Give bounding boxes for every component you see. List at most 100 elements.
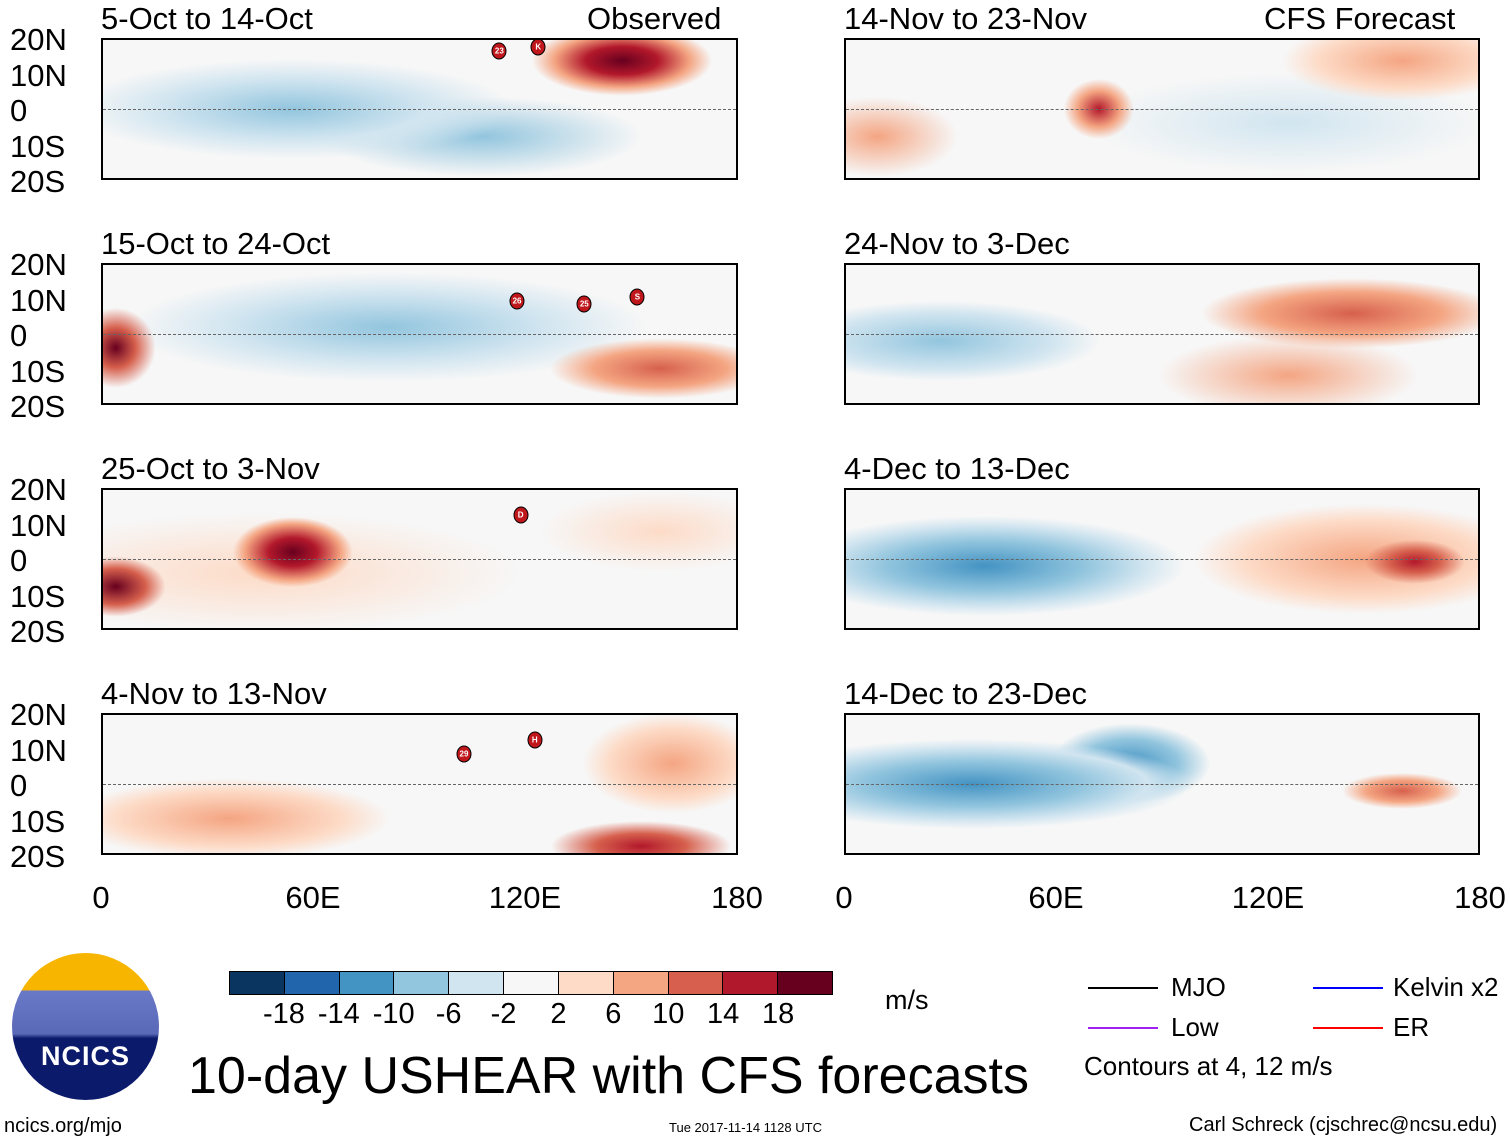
equator-line [846,559,1478,560]
colorbar-swatch [394,972,450,994]
legend-low: Low [1171,1012,1219,1042]
equator-line [103,784,736,785]
colorbar-label: 14 [707,998,740,1030]
map-panel [844,263,1480,405]
lat-label: 10S [10,578,66,614]
equator-line [103,334,736,335]
map-panel [844,713,1480,855]
map-panel: 26 25 S [101,263,738,405]
map-panel: 23 K [101,38,738,180]
lon-label: 60E [285,880,341,915]
legend-low-line [1088,1027,1158,1029]
contour-note: Contours at 4, 12 m/s [1084,1051,1333,1081]
legend-er-line [1313,1027,1383,1029]
colorbar-label: -6 [435,998,462,1030]
storm-marker: 26 [509,292,525,309]
storm-marker: 23 [491,42,507,60]
lat-label: 0 [10,318,28,353]
lat-label: 0 [10,93,28,128]
figure-title: 10-day USHEAR with CFS forecasts [188,1047,1029,1105]
units-label: m/s [885,985,929,1015]
equator-line [846,109,1478,110]
legend-mjo: MJO [1171,972,1226,1002]
lat-label: 20N [10,697,67,732]
storm-marker: D [513,506,529,524]
colorbar-swatch [723,972,779,994]
storm-marker: 25 [576,295,592,313]
panel-title: 14-Dec to 23-Dec [844,676,1087,711]
legend-mjo-line [1088,987,1158,989]
equator-line [846,784,1478,785]
lon-label: 0 [92,880,110,915]
colorbar-swatch [778,972,832,994]
lon-label: 180 [711,880,763,915]
colorbar-swatch [339,972,395,994]
colorbar-label: -18 [262,998,305,1030]
lon-label: 120E [488,880,562,915]
panel-title: 14-Nov to 23-Nov [844,1,1087,36]
colorbar-label: -2 [490,998,517,1030]
lat-label: 20N [10,22,67,57]
observed-label: Observed [587,1,722,36]
lat-label: 10N [10,57,67,93]
colorbar-label: -14 [317,998,360,1030]
panel-title: 25-Oct to 3-Nov [101,451,320,486]
timestamp: Tue 2017-11-14 1128 UTC [669,1120,822,1135]
lon-label: 180 [1454,880,1506,915]
lat-label: 10N [10,282,67,318]
storm-marker: H [527,731,543,749]
equator-line [103,109,736,110]
lat-label: 10N [10,732,67,768]
colorbar [229,971,833,995]
legend-kelvin: Kelvin x2 [1393,972,1499,1002]
storm-marker: K [530,40,546,56]
lat-label: 10S [10,128,66,164]
colorbar-swatch [613,972,669,994]
colorbar-label: 10 [652,998,685,1030]
legend-kelvin-line [1313,987,1383,989]
panel-title: 24-Nov to 3-Dec [844,226,1070,261]
colorbar-swatch [284,972,340,994]
panel-title: 5-Oct to 14-Oct [101,1,313,36]
lon-label: 120E [1231,880,1305,915]
colorbar-swatch [558,972,614,994]
storm-marker: S [629,288,645,306]
author-credit: Carl Schreck (cjschrec@ncsu.edu) [1189,1114,1498,1136]
colorbar-swatch [668,972,724,994]
forecast-label: CFS Forecast [1264,1,1456,36]
lat-label: 20N [10,472,67,507]
lat-label: 10S [10,803,66,839]
colorbar-swatch [504,972,559,994]
website-link[interactable]: ncics.org/mjo [4,1115,122,1137]
map-panel: D [101,488,738,630]
lat-label: 0 [10,543,28,578]
equator-line [103,559,736,560]
panel-title: 4-Nov to 13-Nov [101,676,327,711]
lat-label: 10N [10,507,67,543]
equator-line [846,334,1478,335]
map-panel: 29 H [101,713,738,855]
map-panel [844,38,1480,180]
panel-title: 15-Oct to 24-Oct [101,226,331,261]
lat-label: 20N [10,247,67,282]
legend-er: ER [1393,1012,1430,1042]
logo-text: NCICS [40,1041,130,1071]
storm-marker: 29 [456,745,472,763]
colorbar-label: 6 [605,998,622,1030]
lat-label: 10S [10,353,66,389]
ncics-logo: NCICS [12,953,159,1100]
lat-label: 20S [10,389,66,424]
colorbar-swatch [230,972,285,994]
lat-label: 20S [10,164,66,199]
colorbar-label: -10 [372,998,415,1030]
lat-label: 20S [10,839,66,874]
lat-label: 0 [10,768,28,803]
colorbar-label: 18 [761,998,795,1030]
colorbar-swatch [449,972,505,994]
lon-label: 60E [1028,880,1084,915]
map-panel [844,488,1480,630]
lon-label: 0 [835,880,853,915]
lat-label: 20S [10,614,66,649]
panel-title: 4-Dec to 13-Dec [844,451,1070,486]
